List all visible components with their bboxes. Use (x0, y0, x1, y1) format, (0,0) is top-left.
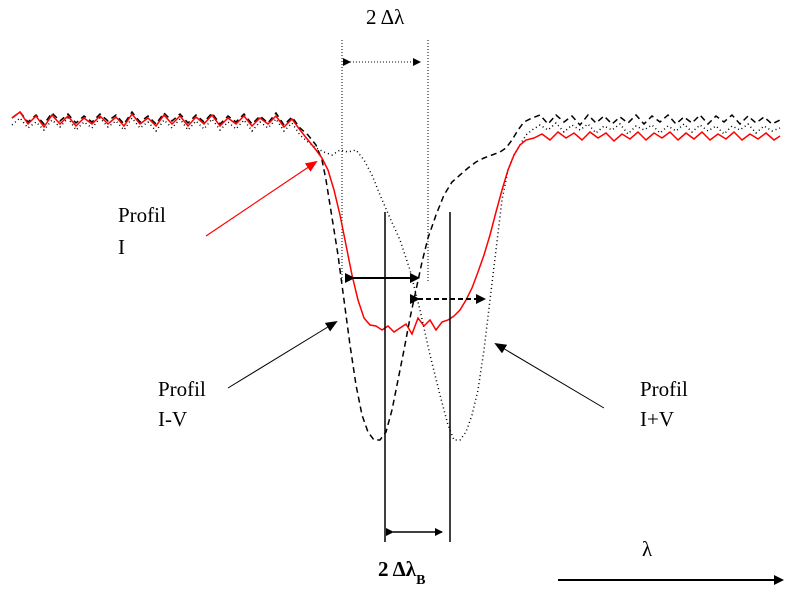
profile-i-label-line2: I (118, 235, 125, 259)
profile-i-pointer-arrow (205, 160, 318, 237)
profile-iplusv-label-line1: Profil (640, 377, 688, 401)
profile-i-curve (11, 110, 781, 336)
profile-iminusv-label-line1: Profil (158, 377, 206, 401)
lambda-axis-label: λ (642, 537, 653, 561)
profile-iplusv-label-line2: I+V (640, 407, 674, 431)
profile-i-minus-v-curve (11, 110, 781, 441)
two-delta-lambda-b-label: 2 ΔλB (378, 557, 425, 588)
profile-i-label-line1: Profil (118, 203, 166, 227)
profile-iplusv-pointer-arrow (494, 342, 605, 409)
profile-iminusv-label-line2: I-V (158, 407, 187, 431)
profile-iminusv-pointer-arrow (227, 320, 338, 389)
profile-i-plus-v-curve (11, 116, 781, 441)
two-delta-lambda-label: 2 Δλ (366, 5, 405, 29)
